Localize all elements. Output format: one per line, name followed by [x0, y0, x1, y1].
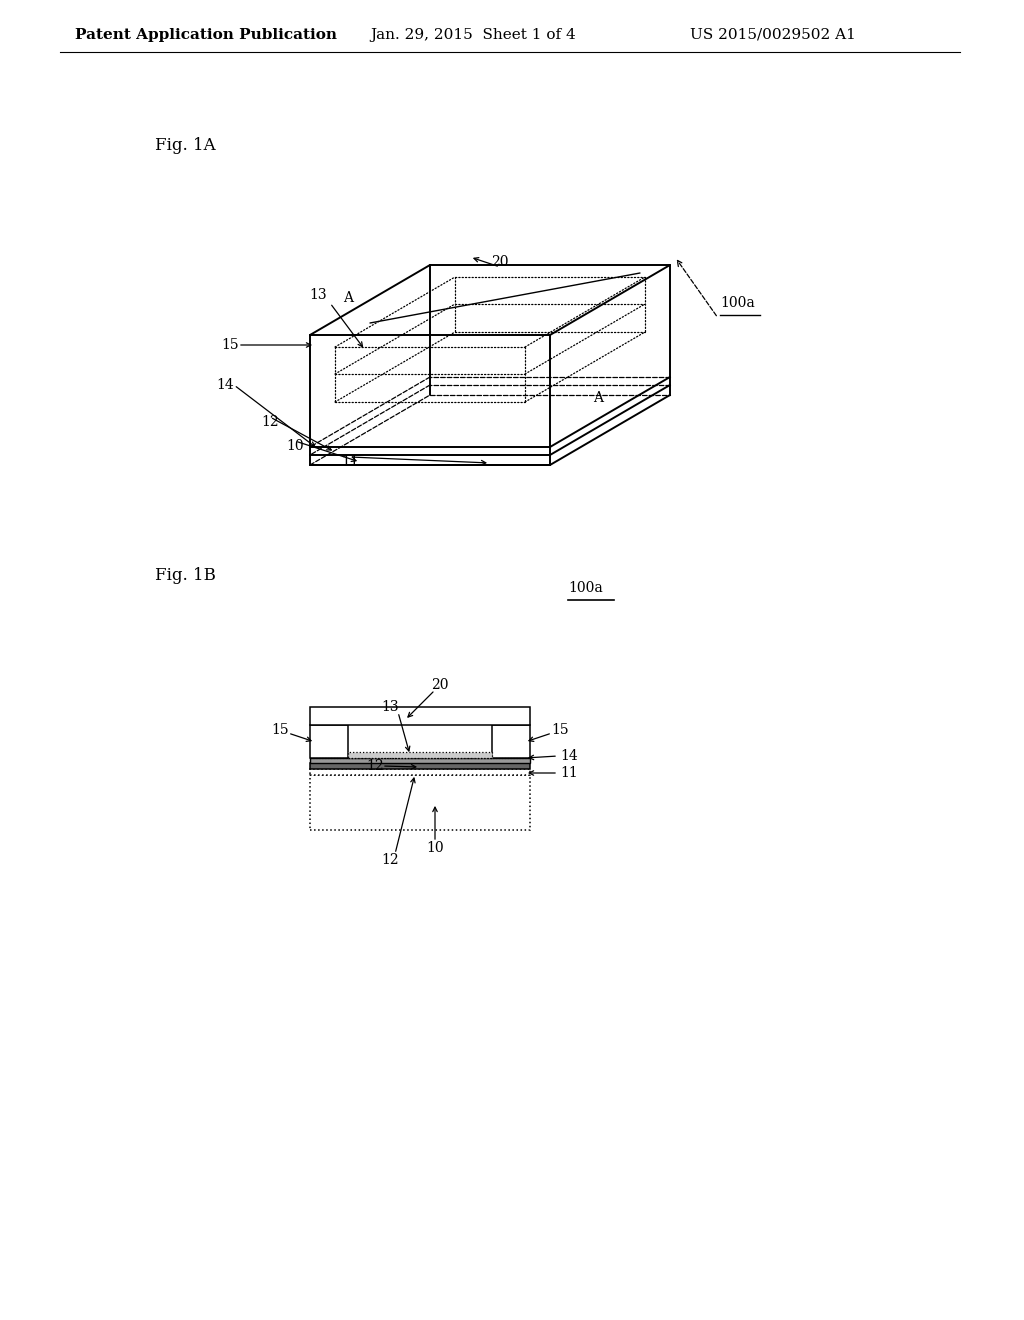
Text: 15: 15 [271, 723, 289, 737]
Bar [310, 708, 530, 725]
Text: 20: 20 [431, 678, 449, 692]
Text: Patent Application Publication: Patent Application Publication [75, 28, 337, 42]
Text: 11: 11 [341, 455, 358, 469]
Text: 12: 12 [367, 759, 384, 774]
Text: 13: 13 [309, 288, 327, 302]
Text: US 2015/0029502 A1: US 2015/0029502 A1 [690, 28, 856, 42]
Bar [348, 752, 492, 758]
Text: 13: 13 [381, 700, 398, 714]
Text: 12: 12 [381, 853, 398, 867]
Bar [310, 775, 530, 830]
Text: 15: 15 [221, 338, 239, 352]
Bar [492, 725, 530, 758]
Text: Fig. 1B: Fig. 1B [155, 566, 216, 583]
Text: 11: 11 [560, 766, 578, 780]
Text: 10: 10 [426, 841, 443, 855]
Text: 12: 12 [261, 414, 279, 429]
Text: Jan. 29, 2015  Sheet 1 of 4: Jan. 29, 2015 Sheet 1 of 4 [370, 28, 575, 42]
Text: 10: 10 [286, 440, 304, 453]
Bar [310, 725, 348, 758]
Text: 100a: 100a [720, 296, 755, 310]
Bar [310, 763, 530, 770]
Text: 20: 20 [492, 255, 509, 269]
Text: 14: 14 [560, 748, 578, 763]
Bar [310, 770, 530, 775]
Text: 100a: 100a [568, 581, 603, 595]
Text: A: A [593, 391, 603, 405]
Text: Fig. 1A: Fig. 1A [155, 136, 216, 153]
Text: 14: 14 [216, 378, 233, 392]
Bar [310, 758, 530, 763]
Text: 15: 15 [551, 723, 568, 737]
Text: A: A [343, 290, 353, 305]
